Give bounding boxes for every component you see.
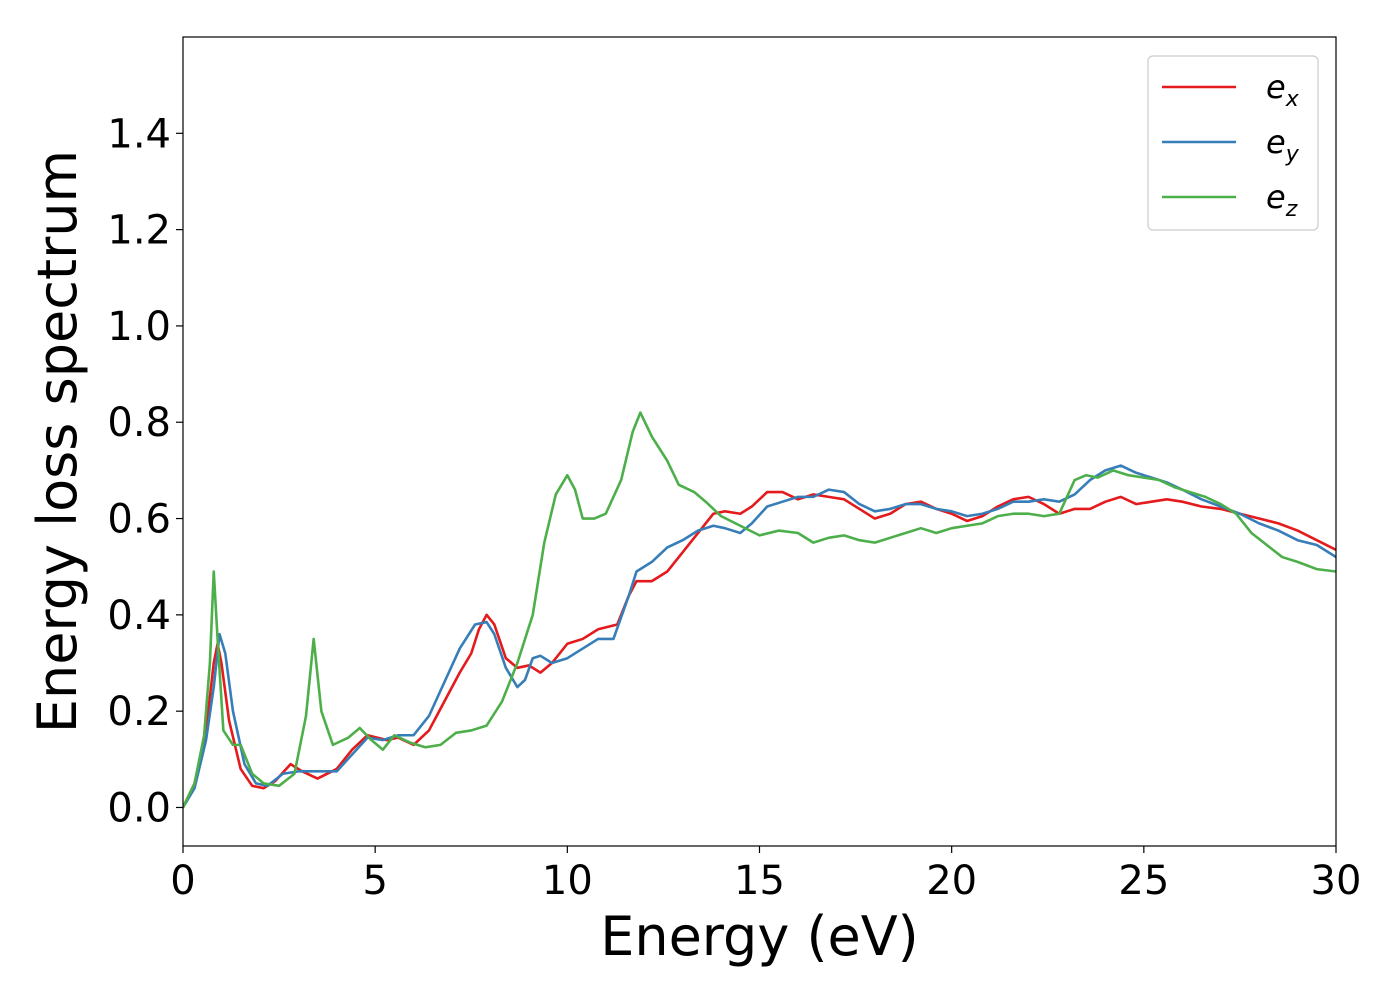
- x-tick-label: 30: [1311, 858, 1362, 904]
- series-line-ey: [183, 464, 1336, 809]
- legend-label-subscript: y: [1285, 142, 1300, 167]
- y-axis-label: Energy loss spectrum: [26, 150, 89, 733]
- legend-label-ez: ez: [1266, 178, 1298, 222]
- legend-label-subscript: z: [1285, 197, 1298, 222]
- legend-label-base: e: [1266, 178, 1286, 216]
- series-line-ex: [183, 490, 1336, 809]
- x-axis-ticks: 0 5 10 15 20 25 30: [170, 846, 1361, 904]
- x-tick-label: 5: [362, 858, 387, 904]
- y-tick-label: 0.8: [107, 400, 171, 446]
- y-tick-label: 0.6: [107, 497, 171, 543]
- x-axis-label: Energy (eV): [600, 905, 919, 968]
- y-tick-label: 0.4: [107, 593, 171, 639]
- x-tick-label: 10: [542, 858, 593, 904]
- series-layer: [183, 411, 1336, 809]
- x-tick-label: 25: [1118, 858, 1169, 904]
- y-axis-ticks: 0.0 0.2 0.4 0.6 0.8 1.0 1.2 1.4: [107, 111, 183, 831]
- legend-label-ex: ex: [1266, 68, 1300, 112]
- legend-label-base: e: [1266, 68, 1286, 106]
- series-line-ez: [183, 411, 1336, 809]
- legend-label-ey: ey: [1266, 123, 1300, 167]
- y-tick-label: 0.2: [107, 689, 171, 735]
- legend-label-subscript: x: [1285, 87, 1300, 112]
- x-tick-label: 15: [734, 858, 785, 904]
- x-tick-label: 20: [926, 858, 977, 904]
- legend-label-base: e: [1266, 123, 1286, 161]
- y-tick-label: 0.0: [107, 785, 171, 831]
- y-tick-label: 1.2: [107, 208, 171, 254]
- y-tick-label: 1.4: [107, 111, 171, 157]
- x-tick-label: 0: [170, 858, 195, 904]
- y-tick-label: 1.0: [107, 304, 171, 350]
